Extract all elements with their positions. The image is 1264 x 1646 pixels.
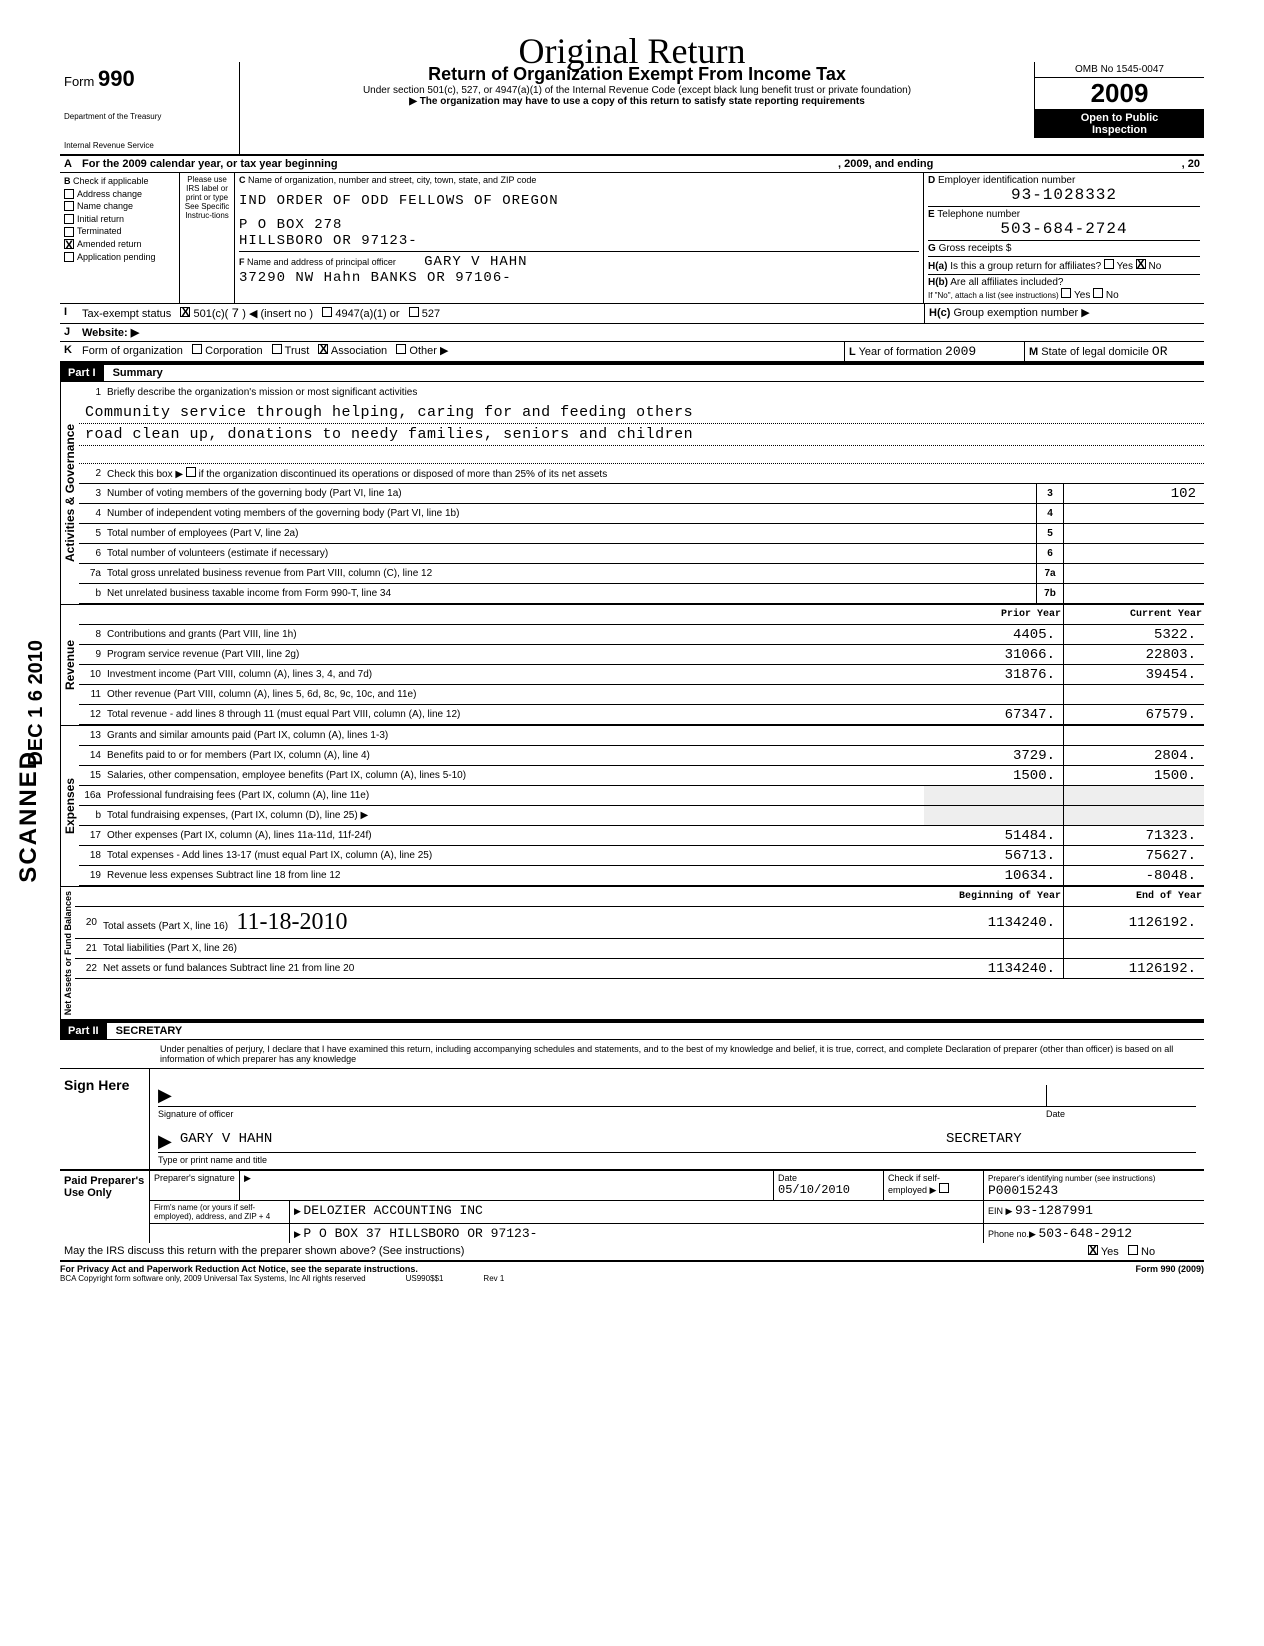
dept-irs: Internal Revenue Service [64, 141, 235, 150]
line3-val: 102 [1064, 484, 1204, 503]
col-end-year: End of Year [1064, 887, 1204, 906]
preparer-firm-addr: P O BOX 37 HILLSBORO OR 97123- [303, 1226, 537, 1241]
perjury-statement: Under penalties of perjury, I declare th… [60, 1040, 1204, 1069]
phone-value: 503-684-2724 [928, 220, 1200, 238]
officer-title: SECRETARY [946, 1131, 1196, 1152]
footer: For Privacy Act and Paperwork Reduction … [60, 1261, 1204, 1274]
org-addr2: HILLSBORO OR 97123- [239, 233, 919, 249]
part-1-header: Part I Summary [60, 363, 1204, 382]
open-public: Open to PublicInspection [1035, 110, 1204, 138]
form-note: ▶ The organization may have to use a cop… [248, 96, 1026, 107]
preparer-firm-name: DELOZIER ACCOUNTING INC [303, 1203, 482, 1218]
vert-revenue: Revenue [60, 605, 79, 725]
preparer-date: 05/10/2010 [778, 1183, 850, 1197]
vert-net-assets: Net Assets or Fund Balances [60, 887, 75, 1019]
sign-here-label: Sign Here [60, 1069, 150, 1169]
preparer-phone: 503-648-2912 [1038, 1226, 1132, 1241]
discuss-row: May the IRS discuss this return with the… [60, 1243, 1204, 1261]
section-b-checkboxes: B Check if applicable Address change Nam… [60, 173, 180, 303]
tax-year: 2009 [1035, 78, 1204, 110]
form-title: Return of Organization Exempt From Incom… [248, 64, 1026, 85]
officer-name: GARY V HAHN [424, 254, 527, 270]
scanned-stamp: SCANNED [15, 750, 43, 883]
line-j: J Website: ▶ [60, 324, 1204, 342]
line-i: I Tax-exempt status 501(c)( 7 ) ◀ (inser… [60, 304, 1204, 324]
handwritten-date: 11-18-2010 [236, 909, 347, 935]
501c-checkbox[interactable] [180, 307, 190, 317]
officer-addr: 37290 NW Hahn BANKS OR 97106- [239, 270, 919, 286]
ein-value: 93-1028332 [928, 186, 1200, 204]
irs-label-instructions: Please use IRS label or print or type Se… [180, 173, 235, 303]
col-begin-year: Beginning of Year [924, 887, 1064, 906]
paid-preparer-label: Paid Preparer's Use Only [60, 1171, 150, 1243]
part-2-header: Part II SECRETARY [60, 1021, 1204, 1040]
vert-expenses: Expenses [60, 726, 79, 886]
mission-line-1: Community service through helping, carin… [79, 402, 1204, 424]
org-name: IND ORDER OF ODD FELLOWS OF OREGON [239, 193, 919, 209]
group-return-no-checkbox[interactable] [1136, 259, 1146, 269]
discuss-yes-checkbox[interactable] [1088, 1245, 1098, 1255]
preparer-ein: 93-1287991 [1015, 1203, 1093, 1218]
form-number: Form 990 [64, 66, 235, 92]
mission-line-2: road clean up, donations to needy famili… [79, 424, 1204, 446]
association-checkbox[interactable] [318, 344, 328, 354]
section-c: C Name of organization, number and stree… [235, 173, 924, 303]
line-a: A For the 2009 calendar year, or tax yea… [60, 156, 1204, 173]
amended-return-checkbox[interactable] [64, 239, 74, 249]
vert-activities: Activities & Governance [60, 382, 79, 604]
preparer-ptin: P00015243 [988, 1183, 1058, 1198]
section-d-e-g-h: D Employer identification number 93-1028… [924, 173, 1204, 303]
col-current-year: Current Year [1064, 605, 1204, 624]
form-subtitle: Under section 501(c), 527, or 4947(a)(1)… [248, 85, 1026, 96]
dept-treasury: Department of the Treasury [64, 112, 235, 121]
line-k: K Form of organization Corporation Trust… [60, 342, 1204, 363]
org-addr1: P O BOX 278 [239, 217, 919, 233]
col-prior-year: Prior Year [924, 605, 1064, 624]
officer-signature-name: GARY V HAHN [180, 1131, 946, 1152]
omb-number: OMB No 1545-0047 [1035, 62, 1204, 78]
footer-bca: BCA Copyright form software only, 2009 U… [60, 1274, 1204, 1283]
form-header: Form 990 Department of the Treasury Inte… [60, 62, 1204, 156]
dec-stamp: DEC 1 6 2010 [25, 640, 48, 766]
